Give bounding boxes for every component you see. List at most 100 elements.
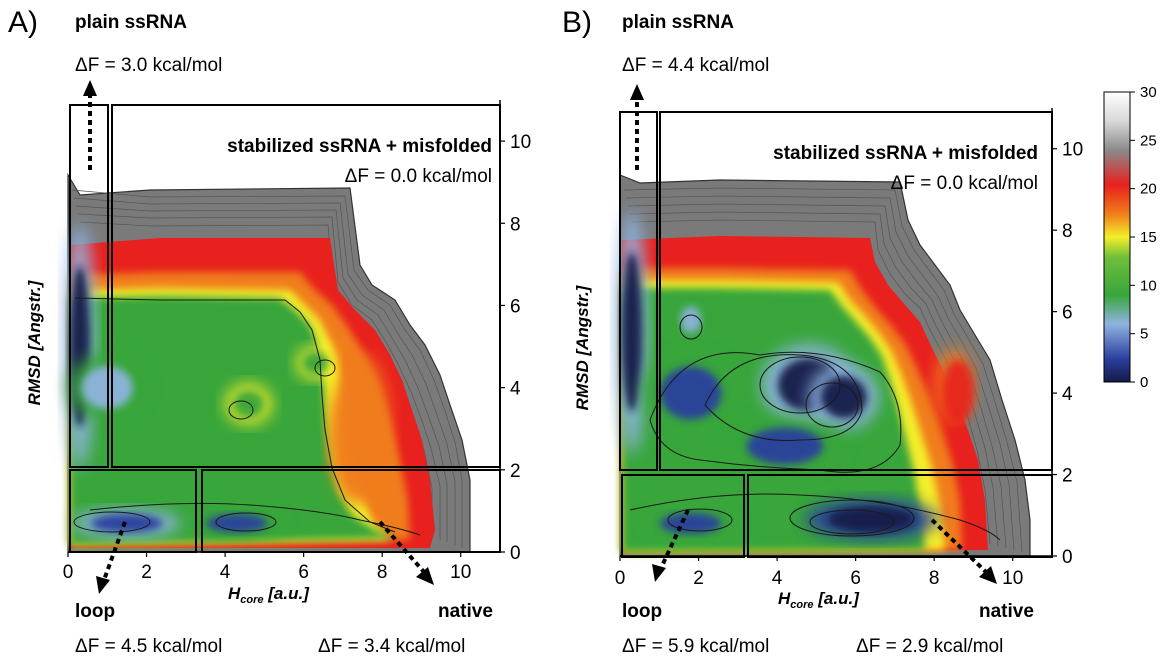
panel-b-y-tick-label: 10 — [1062, 140, 1083, 161]
panel-b-y-tick-label: 6 — [1062, 303, 1073, 324]
panel-a-landscape — [64, 172, 471, 553]
panel-b-misfolded-box — [659, 111, 1053, 471]
panel-b-basin-loop-name: loop — [622, 601, 662, 622]
panel-b-basin-native-df: ΔF = 2.9 kcal/mol — [856, 636, 1003, 657]
panel-b-minimum — [746, 427, 824, 465]
colorbar-tick-label: 15 — [1140, 229, 1157, 246]
panel-a-x-tick-label: 4 — [220, 562, 231, 583]
panel-a-x-tick-label: 0 — [63, 562, 74, 583]
panel-a-basin-misfolded-name: stabilized ssRNA + misfolded — [227, 136, 492, 157]
colorbar-tick-label: 0 — [1140, 374, 1148, 391]
panel-a-arrowhead-ssrna — [83, 80, 97, 96]
panel-b-arrowhead-loop — [652, 564, 666, 582]
panel-b-native-box — [747, 474, 1053, 558]
panel-a-ridge — [335, 354, 391, 503]
panel-b-y-tick-label: 4 — [1062, 384, 1073, 405]
colorbar-tick-label: 10 — [1140, 277, 1157, 294]
panel-b-x-tick-label: 6 — [850, 568, 861, 589]
panel-a-arrowhead-native — [416, 567, 434, 585]
panel-b-y-tick-label: 2 — [1062, 466, 1073, 487]
panel-a-arrow-native — [378, 520, 426, 574]
panel-a-x-tick-label: 6 — [298, 562, 309, 583]
panel-b-loop-box — [621, 474, 745, 558]
panel-b-minimum — [827, 506, 915, 533]
panel-a-arrow-loop — [102, 521, 127, 581]
colorbar-tick-label: 25 — [1140, 132, 1157, 149]
panel-a-loop-box — [69, 469, 197, 553]
panel-a-basin-native-df: ΔF = 3.4 kcal/mol — [318, 636, 465, 657]
panel-b-label: B) — [562, 6, 592, 39]
panel-b-minimum — [660, 366, 722, 420]
panel-a-basin-ssrna-name: plain ssRNA — [75, 12, 187, 33]
panel-a-basin-loop-name: loop — [75, 601, 115, 622]
colorbar-tick-label: 20 — [1140, 181, 1157, 198]
panel-b-arrowhead-ssrna — [630, 84, 644, 100]
panel-a-x-tick-label: 8 — [377, 562, 388, 583]
panel-a-minimum — [206, 513, 268, 533]
panel-b-y-tick-label: 8 — [1062, 221, 1073, 242]
panel-a-y-axis-title: RMSD [Angstr.] — [25, 279, 44, 405]
panel-a-arrows — [88, 95, 426, 581]
panel-a-y-tick-label: 0 — [510, 543, 521, 564]
panel-b: B) — [562, 6, 1083, 657]
panel-a-y-tick-label: 4 — [510, 379, 521, 400]
panel-b-basin-ssrna-df: ΔF = 4.4 kcal/mol — [622, 55, 769, 76]
panel-b-landscape — [616, 174, 1031, 557]
panel-a-x-axis-title: Hcore [a.u.] — [228, 584, 310, 606]
panel-a-basin-misfolded-df: ΔF = 0.0 kcal/mol — [345, 166, 492, 187]
panel-b-basin-ssrna-name: plain ssRNA — [622, 12, 734, 33]
colorbar-gradient — [1103, 91, 1131, 383]
panel-a-label: A) — [8, 6, 38, 39]
panel-a-native-box — [201, 469, 501, 553]
panel-a-gray-contours — [71, 189, 463, 548]
panel-a-y-tick-label: 2 — [510, 461, 521, 482]
panel-b-x-tick-label: 4 — [772, 568, 783, 589]
panel-b-minimum — [660, 512, 722, 535]
panel-a: A) — [8, 6, 531, 657]
panel-a-y-tick-label: 6 — [510, 296, 521, 317]
panel-b-basin-native-name: native — [979, 601, 1034, 622]
panel-b-black-contours — [629, 314, 1001, 541]
panel-b-minimum — [820, 375, 867, 419]
panel-b-x-tick-label: 10 — [1002, 568, 1023, 589]
panel-a-misfolded-box — [111, 104, 501, 468]
colorbar-ticks: 0 5 10 15 20 25 30 — [1130, 84, 1157, 391]
panel-b-gray-contours — [623, 187, 1023, 553]
panel-a-ticks: 0 2 4 6 8 10 0 2 4 6 8 10 — [63, 132, 531, 583]
colorbar: 0 5 10 15 20 25 30 — [1103, 84, 1157, 391]
panel-a-black-contours — [73, 297, 421, 536]
colorbar-tick-label: 30 — [1140, 84, 1157, 101]
panel-b-arrowhead-native — [979, 566, 997, 584]
panel-b-x-tick-label: 2 — [693, 568, 704, 589]
panel-b-red-ridge — [942, 360, 974, 424]
panel-a-arrowhead-loop — [96, 576, 110, 594]
panel-b-x-tick-label: 8 — [929, 568, 940, 589]
panel-a-x-tick-label: 10 — [450, 562, 471, 583]
panel-b-basin-misfolded-df: ΔF = 0.0 kcal/mol — [891, 173, 1038, 194]
panel-a-basin-ssrna-df: ΔF = 3.0 kcal/mol — [75, 55, 222, 76]
colorbar-tick-label: 5 — [1140, 326, 1148, 343]
panel-a-x-tick-label: 2 — [141, 562, 152, 583]
panel-b-x-tick-label: 0 — [615, 568, 626, 589]
panel-a-basin-loop-df: ΔF = 4.5 kcal/mol — [75, 636, 222, 657]
panel-b-y-axis-title: RMSD [Angstr.] — [573, 284, 592, 410]
panel-a-y-tick-label: 10 — [510, 132, 531, 153]
panel-b-arrows — [635, 100, 988, 574]
panel-b-arrow-loop — [659, 509, 690, 569]
panel-b-arrow-native — [930, 518, 988, 574]
panel-a-minimum — [91, 513, 163, 533]
panel-b-minimum — [680, 306, 701, 334]
panel-a-minima — [64, 223, 391, 538]
panel-a-minimum — [233, 390, 264, 418]
panel-b-y-tick-label: 0 — [1062, 547, 1073, 568]
panel-a-minimum — [302, 352, 329, 374]
panel-b-minima — [616, 209, 974, 540]
panel-a-y-tick-label: 8 — [510, 214, 521, 235]
panel-b-minimum — [621, 252, 642, 412]
panel-b-basin-misfolded-name: stabilized ssRNA + misfolded — [773, 143, 1038, 164]
panel-b-basin-loop-df: ΔF = 5.9 kcal/mol — [622, 636, 769, 657]
panel-a-basin-native-name: native — [438, 601, 493, 622]
panel-b-x-axis-title: Hcore [a.u.] — [778, 589, 860, 611]
